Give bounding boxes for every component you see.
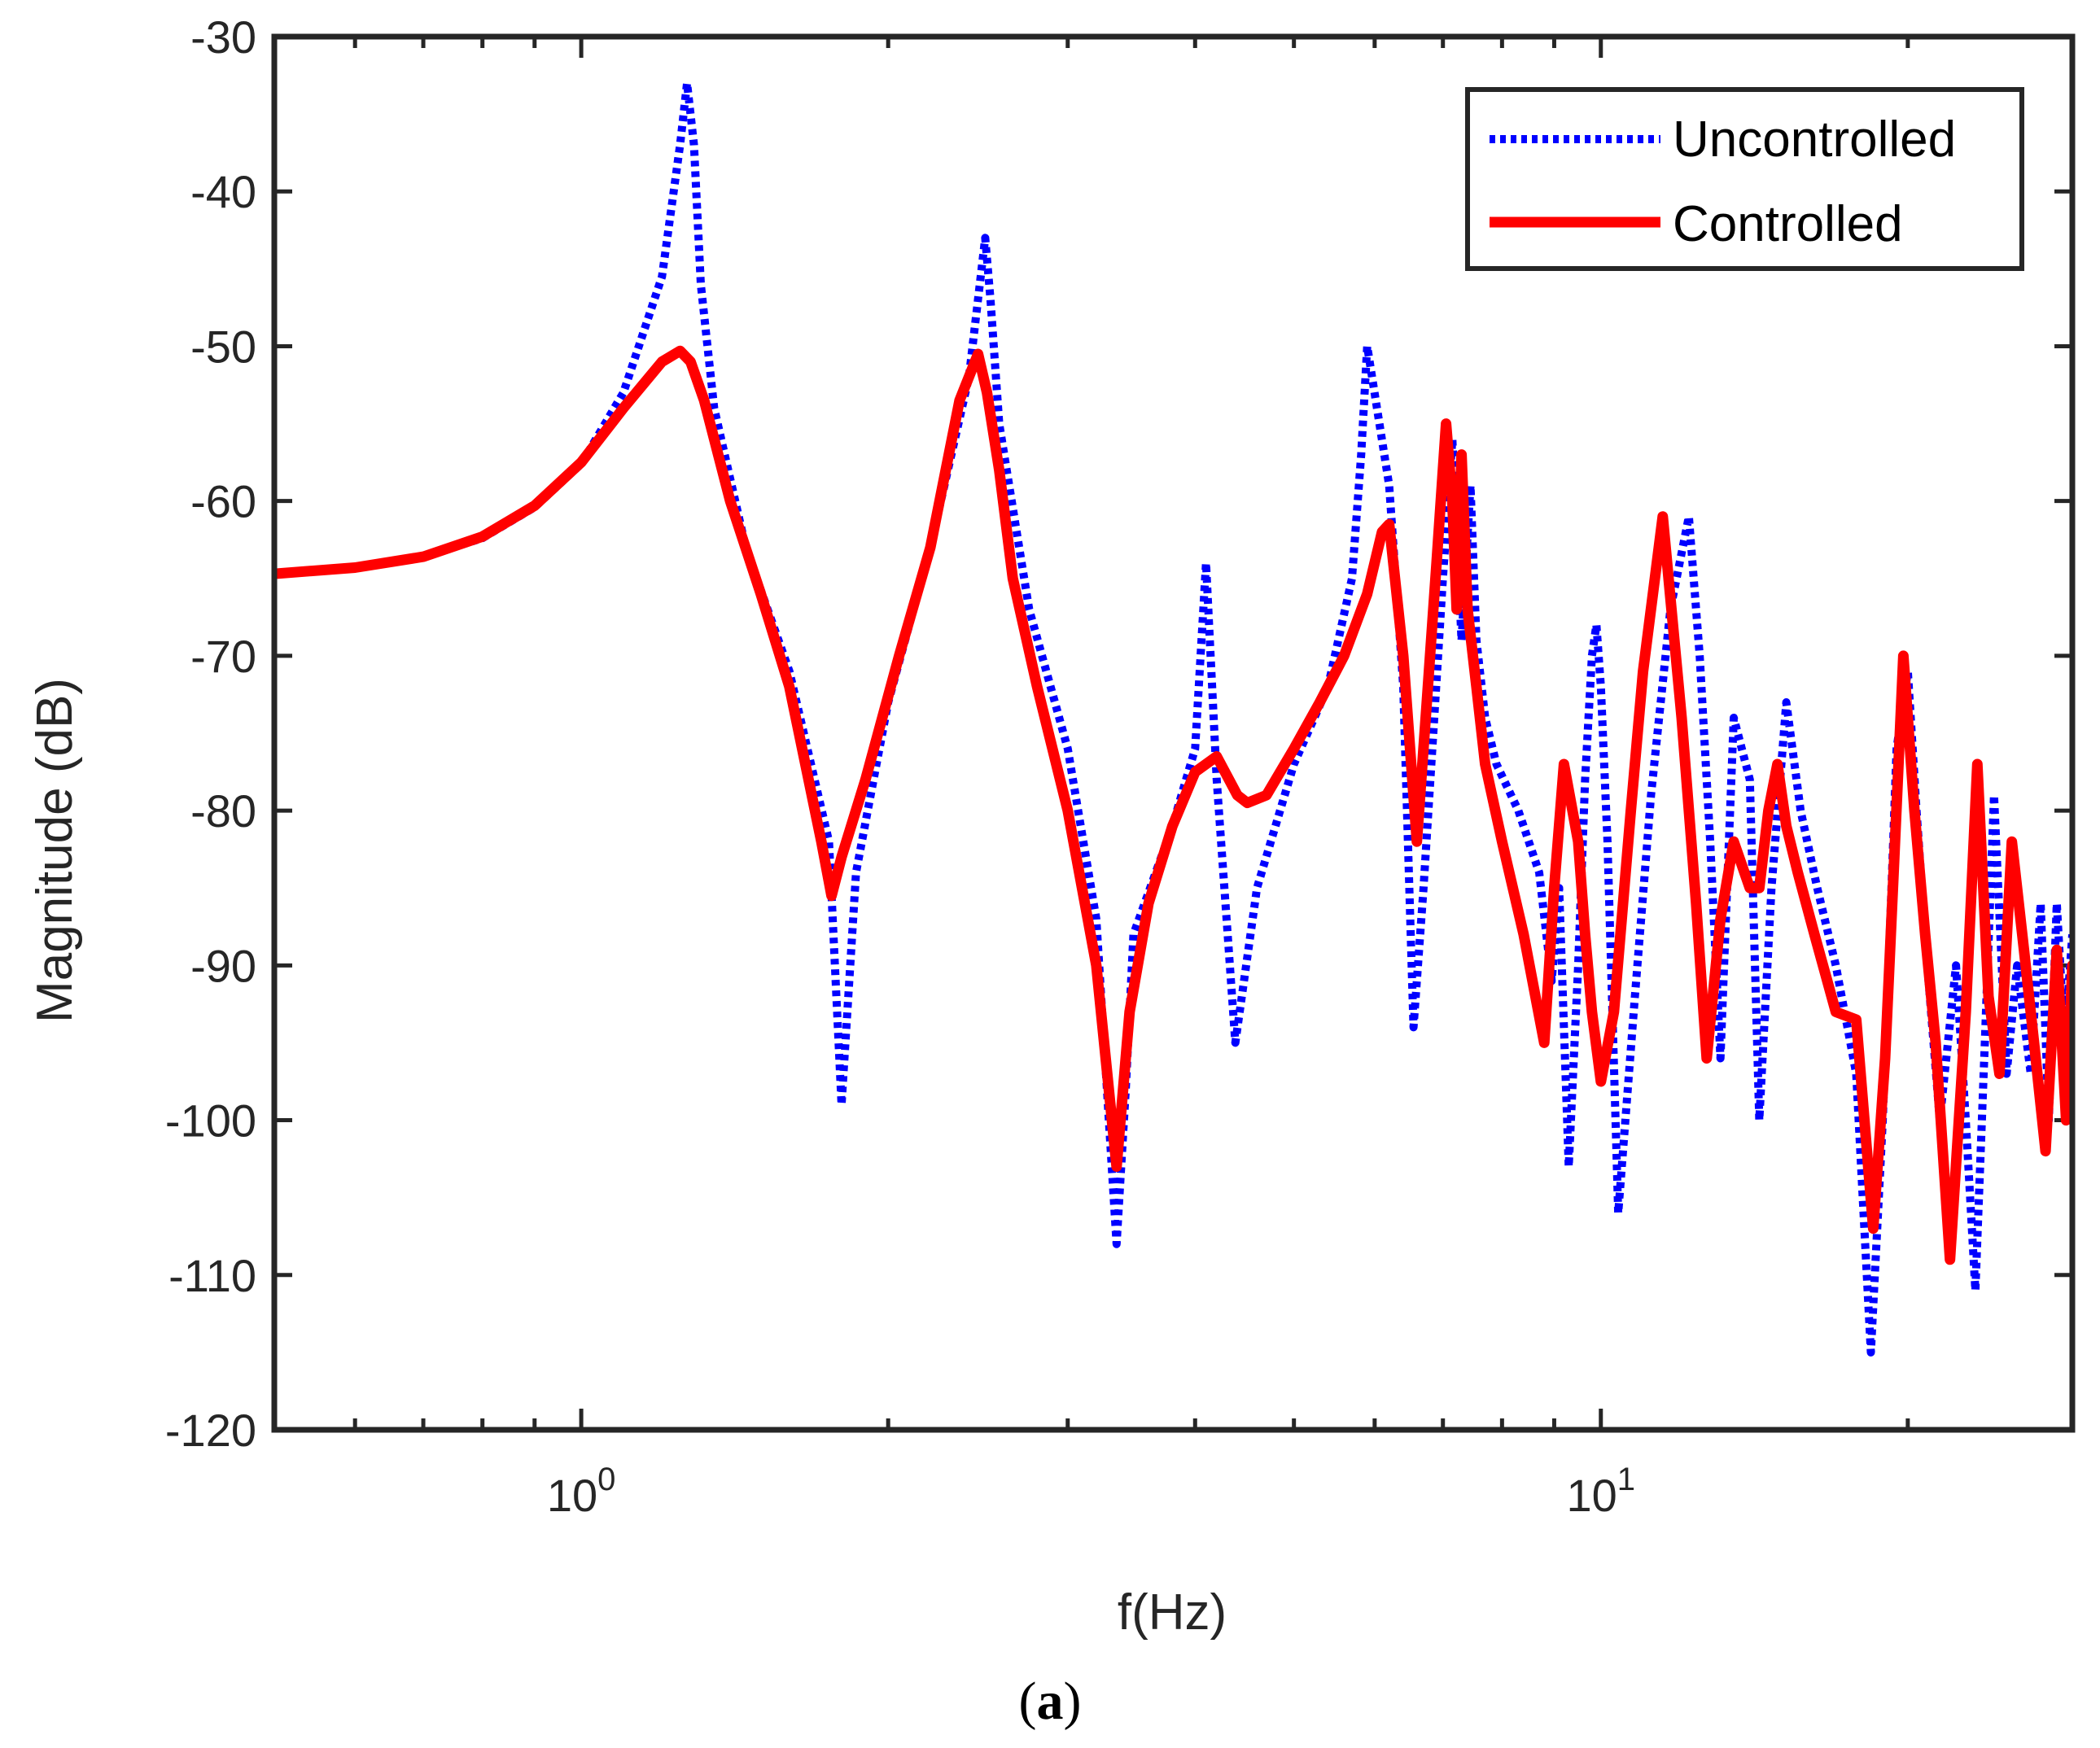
caption-close-paren: ) bbox=[1064, 1672, 1082, 1731]
x-tick-exponent: 1 bbox=[1617, 1462, 1635, 1497]
x-tick-label: 100 bbox=[547, 1462, 616, 1521]
caption-open-paren: ( bbox=[1019, 1672, 1037, 1731]
x-tick-labels: 100 101 bbox=[547, 1462, 1635, 1521]
y-tick-labels: -30 -40 -50 -60 -70 -80 -90 -100 -110 -120 bbox=[165, 11, 256, 1456]
y-tick-label: -50 bbox=[190, 321, 256, 372]
legend-box bbox=[1465, 87, 2024, 271]
x-tick-label: 101 bbox=[1566, 1462, 1635, 1521]
plot-frame bbox=[271, 33, 2076, 1433]
legend-controlled-label: Controlled bbox=[1673, 196, 1903, 252]
y-axis-label: Magnitude (dB) bbox=[27, 678, 83, 1023]
x-tick-base: 10 bbox=[1566, 1470, 1617, 1521]
caption-letter: a bbox=[1037, 1672, 1064, 1731]
y-tick-label: -90 bbox=[190, 940, 256, 991]
series-controlled-line bbox=[274, 345, 2072, 1265]
legend: Uncontrolled Controlled bbox=[1465, 87, 2024, 271]
series-uncontrolled-line bbox=[274, 79, 2072, 1357]
y-tick-label: -60 bbox=[190, 476, 256, 527]
y-tick-label: -110 bbox=[168, 1250, 256, 1301]
x-tick-base: 10 bbox=[547, 1470, 597, 1521]
y-tick-label: -120 bbox=[165, 1405, 256, 1456]
y-tick-label: -100 bbox=[165, 1095, 256, 1147]
figure-caption: (a) bbox=[1019, 1672, 1082, 1731]
y-tick-label: -30 bbox=[190, 11, 256, 63]
x-tick-exponent: 0 bbox=[597, 1462, 615, 1497]
legend-uncontrolled-label: Uncontrolled bbox=[1673, 111, 1956, 168]
y-tick-label: -70 bbox=[190, 631, 256, 682]
y-tick-label: -80 bbox=[190, 785, 256, 837]
y-tick-label: -40 bbox=[190, 166, 256, 217]
series-layer bbox=[274, 79, 2072, 1357]
x-axis-label: f(Hz) bbox=[1118, 1584, 1227, 1641]
